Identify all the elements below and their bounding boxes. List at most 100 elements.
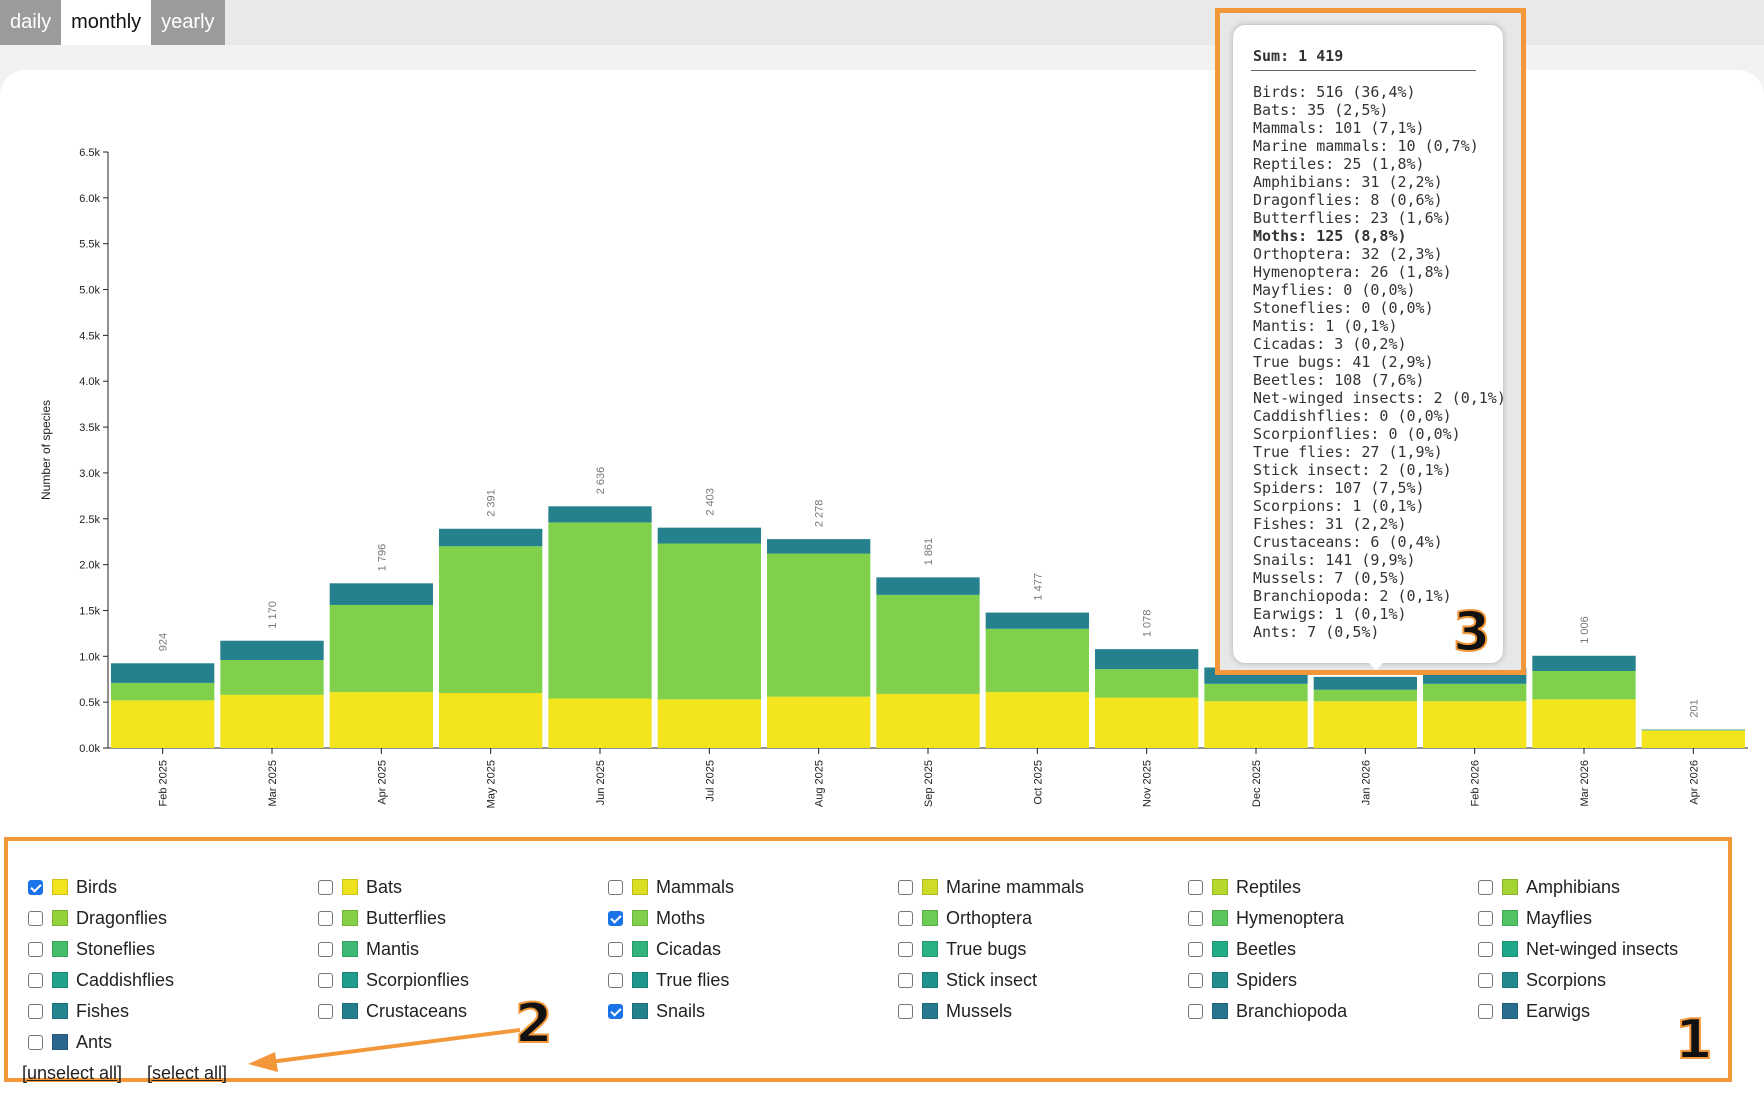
unselect-all-link[interactable]: [unselect all]: [22, 1063, 123, 1083]
legend-item-stoneflies[interactable]: Stoneflies: [28, 938, 155, 960]
bar-birds-4[interactable]: [548, 698, 652, 748]
legend-item-dragonflies[interactable]: Dragonflies: [28, 907, 167, 929]
legend-item-earwigs[interactable]: Earwigs: [1478, 1000, 1590, 1022]
legend-checkbox[interactable]: [1478, 910, 1493, 926]
bar-moths-13[interactable]: [1532, 670, 1636, 700]
bar-snails-6[interactable]: [767, 539, 871, 554]
bar-moths-12[interactable]: [1423, 683, 1527, 702]
legend-item-hymenoptera[interactable]: Hymenoptera: [1188, 907, 1344, 929]
legend-item-bats[interactable]: Bats: [318, 876, 402, 898]
bar-birds-13[interactable]: [1532, 699, 1636, 748]
legend-checkbox[interactable]: [28, 941, 43, 957]
legend-checkbox[interactable]: [318, 941, 333, 957]
legend-checkbox[interactable]: [1188, 972, 1203, 988]
bar-birds-1[interactable]: [220, 694, 324, 748]
legend-item-moths[interactable]: Moths: [608, 907, 705, 929]
legend-item-butterflies[interactable]: Butterflies: [318, 907, 446, 929]
legend-checkbox[interactable]: [608, 972, 623, 988]
legend-item-mantis[interactable]: Mantis: [318, 938, 419, 960]
bar-birds-5[interactable]: [657, 699, 761, 748]
bar-snails-11[interactable]: [1313, 676, 1417, 690]
legend-item-spiders[interactable]: Spiders: [1188, 969, 1297, 991]
bar-moths-4[interactable]: [548, 522, 652, 699]
legend-checkbox[interactable]: [28, 1034, 43, 1050]
bar-birds-9[interactable]: [1095, 697, 1199, 748]
legend-item-birds[interactable]: Birds: [28, 876, 117, 898]
bar-birds-3[interactable]: [439, 692, 543, 748]
bar-moths-0[interactable]: [111, 682, 215, 701]
legend-item-crustaceans[interactable]: Crustaceans: [318, 1000, 467, 1022]
bar-moths-2[interactable]: [329, 604, 433, 693]
bar-moths-9[interactable]: [1095, 669, 1199, 698]
legend-checkbox[interactable]: [318, 972, 333, 988]
bar-moths-11[interactable]: [1313, 689, 1417, 702]
bar-snails-7[interactable]: [876, 577, 980, 595]
legend-checkbox[interactable]: [1188, 1003, 1203, 1019]
bar-snails-2[interactable]: [329, 583, 433, 605]
tab-yearly[interactable]: yearly: [151, 0, 225, 45]
legend-item-mammals[interactable]: Mammals: [608, 876, 734, 898]
legend-checkbox[interactable]: [608, 879, 623, 895]
bar-snails-8[interactable]: [985, 612, 1089, 629]
bar-snails-3[interactable]: [439, 528, 543, 547]
legend-item-cicadas[interactable]: Cicadas: [608, 938, 721, 960]
bar-moths-6[interactable]: [767, 553, 871, 697]
bar-snails-1[interactable]: [220, 640, 324, 660]
legend-checkbox[interactable]: [28, 1003, 43, 1019]
legend-checkbox[interactable]: [1478, 1003, 1493, 1019]
legend-checkbox[interactable]: [898, 941, 913, 957]
bar-birds-8[interactable]: [985, 692, 1089, 748]
legend-checkbox[interactable]: [1478, 879, 1493, 895]
tab-daily[interactable]: daily: [0, 0, 62, 45]
legend-checkbox[interactable]: [608, 941, 623, 957]
bar-birds-12[interactable]: [1423, 701, 1527, 748]
legend-checkbox[interactable]: [1188, 910, 1203, 926]
legend-item-scorpions[interactable]: Scorpions: [1478, 969, 1606, 991]
bar-birds-0[interactable]: [111, 700, 215, 748]
legend-checkbox[interactable]: [28, 879, 43, 895]
legend-item-snails[interactable]: Snails: [608, 1000, 705, 1022]
bar-snails-5[interactable]: [657, 527, 761, 544]
legend-item-caddishflies[interactable]: Caddishflies: [28, 969, 174, 991]
legend-item-stick-insect[interactable]: Stick insect: [898, 969, 1037, 991]
bar-moths-3[interactable]: [439, 546, 543, 693]
bar-moths-8[interactable]: [985, 628, 1089, 693]
bar-birds-2[interactable]: [329, 692, 433, 748]
legend-item-scorpionflies[interactable]: Scorpionflies: [318, 969, 469, 991]
legend-item-branchiopoda[interactable]: Branchiopoda: [1188, 1000, 1347, 1022]
legend-item-amphibians[interactable]: Amphibians: [1478, 876, 1620, 898]
bar-snails-14[interactable]: [1641, 729, 1745, 731]
legend-checkbox[interactable]: [608, 910, 623, 926]
legend-item-fishes[interactable]: Fishes: [28, 1000, 129, 1022]
legend-checkbox[interactable]: [1478, 972, 1493, 988]
bar-birds-7[interactable]: [876, 693, 980, 748]
bar-snails-13[interactable]: [1532, 655, 1636, 671]
legend-checkbox[interactable]: [898, 1003, 913, 1019]
legend-checkbox[interactable]: [1478, 941, 1493, 957]
legend-checkbox[interactable]: [898, 879, 913, 895]
legend-item-net-winged-insects[interactable]: Net-winged insects: [1478, 938, 1678, 960]
legend-item-marine-mammals[interactable]: Marine mammals: [898, 876, 1084, 898]
bar-moths-5[interactable]: [657, 543, 761, 700]
legend-checkbox[interactable]: [898, 972, 913, 988]
legend-checkbox[interactable]: [318, 1003, 333, 1019]
legend-checkbox[interactable]: [318, 910, 333, 926]
bar-birds-6[interactable]: [767, 696, 871, 748]
legend-item-true-bugs[interactable]: True bugs: [898, 938, 1026, 960]
bar-moths-10[interactable]: [1204, 683, 1308, 702]
bar-snails-4[interactable]: [548, 506, 652, 523]
legend-checkbox[interactable]: [28, 910, 43, 926]
legend-checkbox[interactable]: [1188, 879, 1203, 895]
legend-item-beetles[interactable]: Beetles: [1188, 938, 1296, 960]
legend-checkbox[interactable]: [898, 910, 913, 926]
bar-birds-14[interactable]: [1641, 730, 1745, 748]
legend-item-orthoptera[interactable]: Orthoptera: [898, 907, 1032, 929]
legend-item-reptiles[interactable]: Reptiles: [1188, 876, 1301, 898]
legend-item-mayflies[interactable]: Mayflies: [1478, 907, 1592, 929]
legend-checkbox[interactable]: [608, 1003, 623, 1019]
legend-item-ants[interactable]: Ants: [28, 1031, 112, 1053]
bar-snails-9[interactable]: [1095, 649, 1199, 670]
bar-moths-7[interactable]: [876, 594, 980, 694]
legend-item-mussels[interactable]: Mussels: [898, 1000, 1012, 1022]
legend-item-true-flies[interactable]: True flies: [608, 969, 729, 991]
